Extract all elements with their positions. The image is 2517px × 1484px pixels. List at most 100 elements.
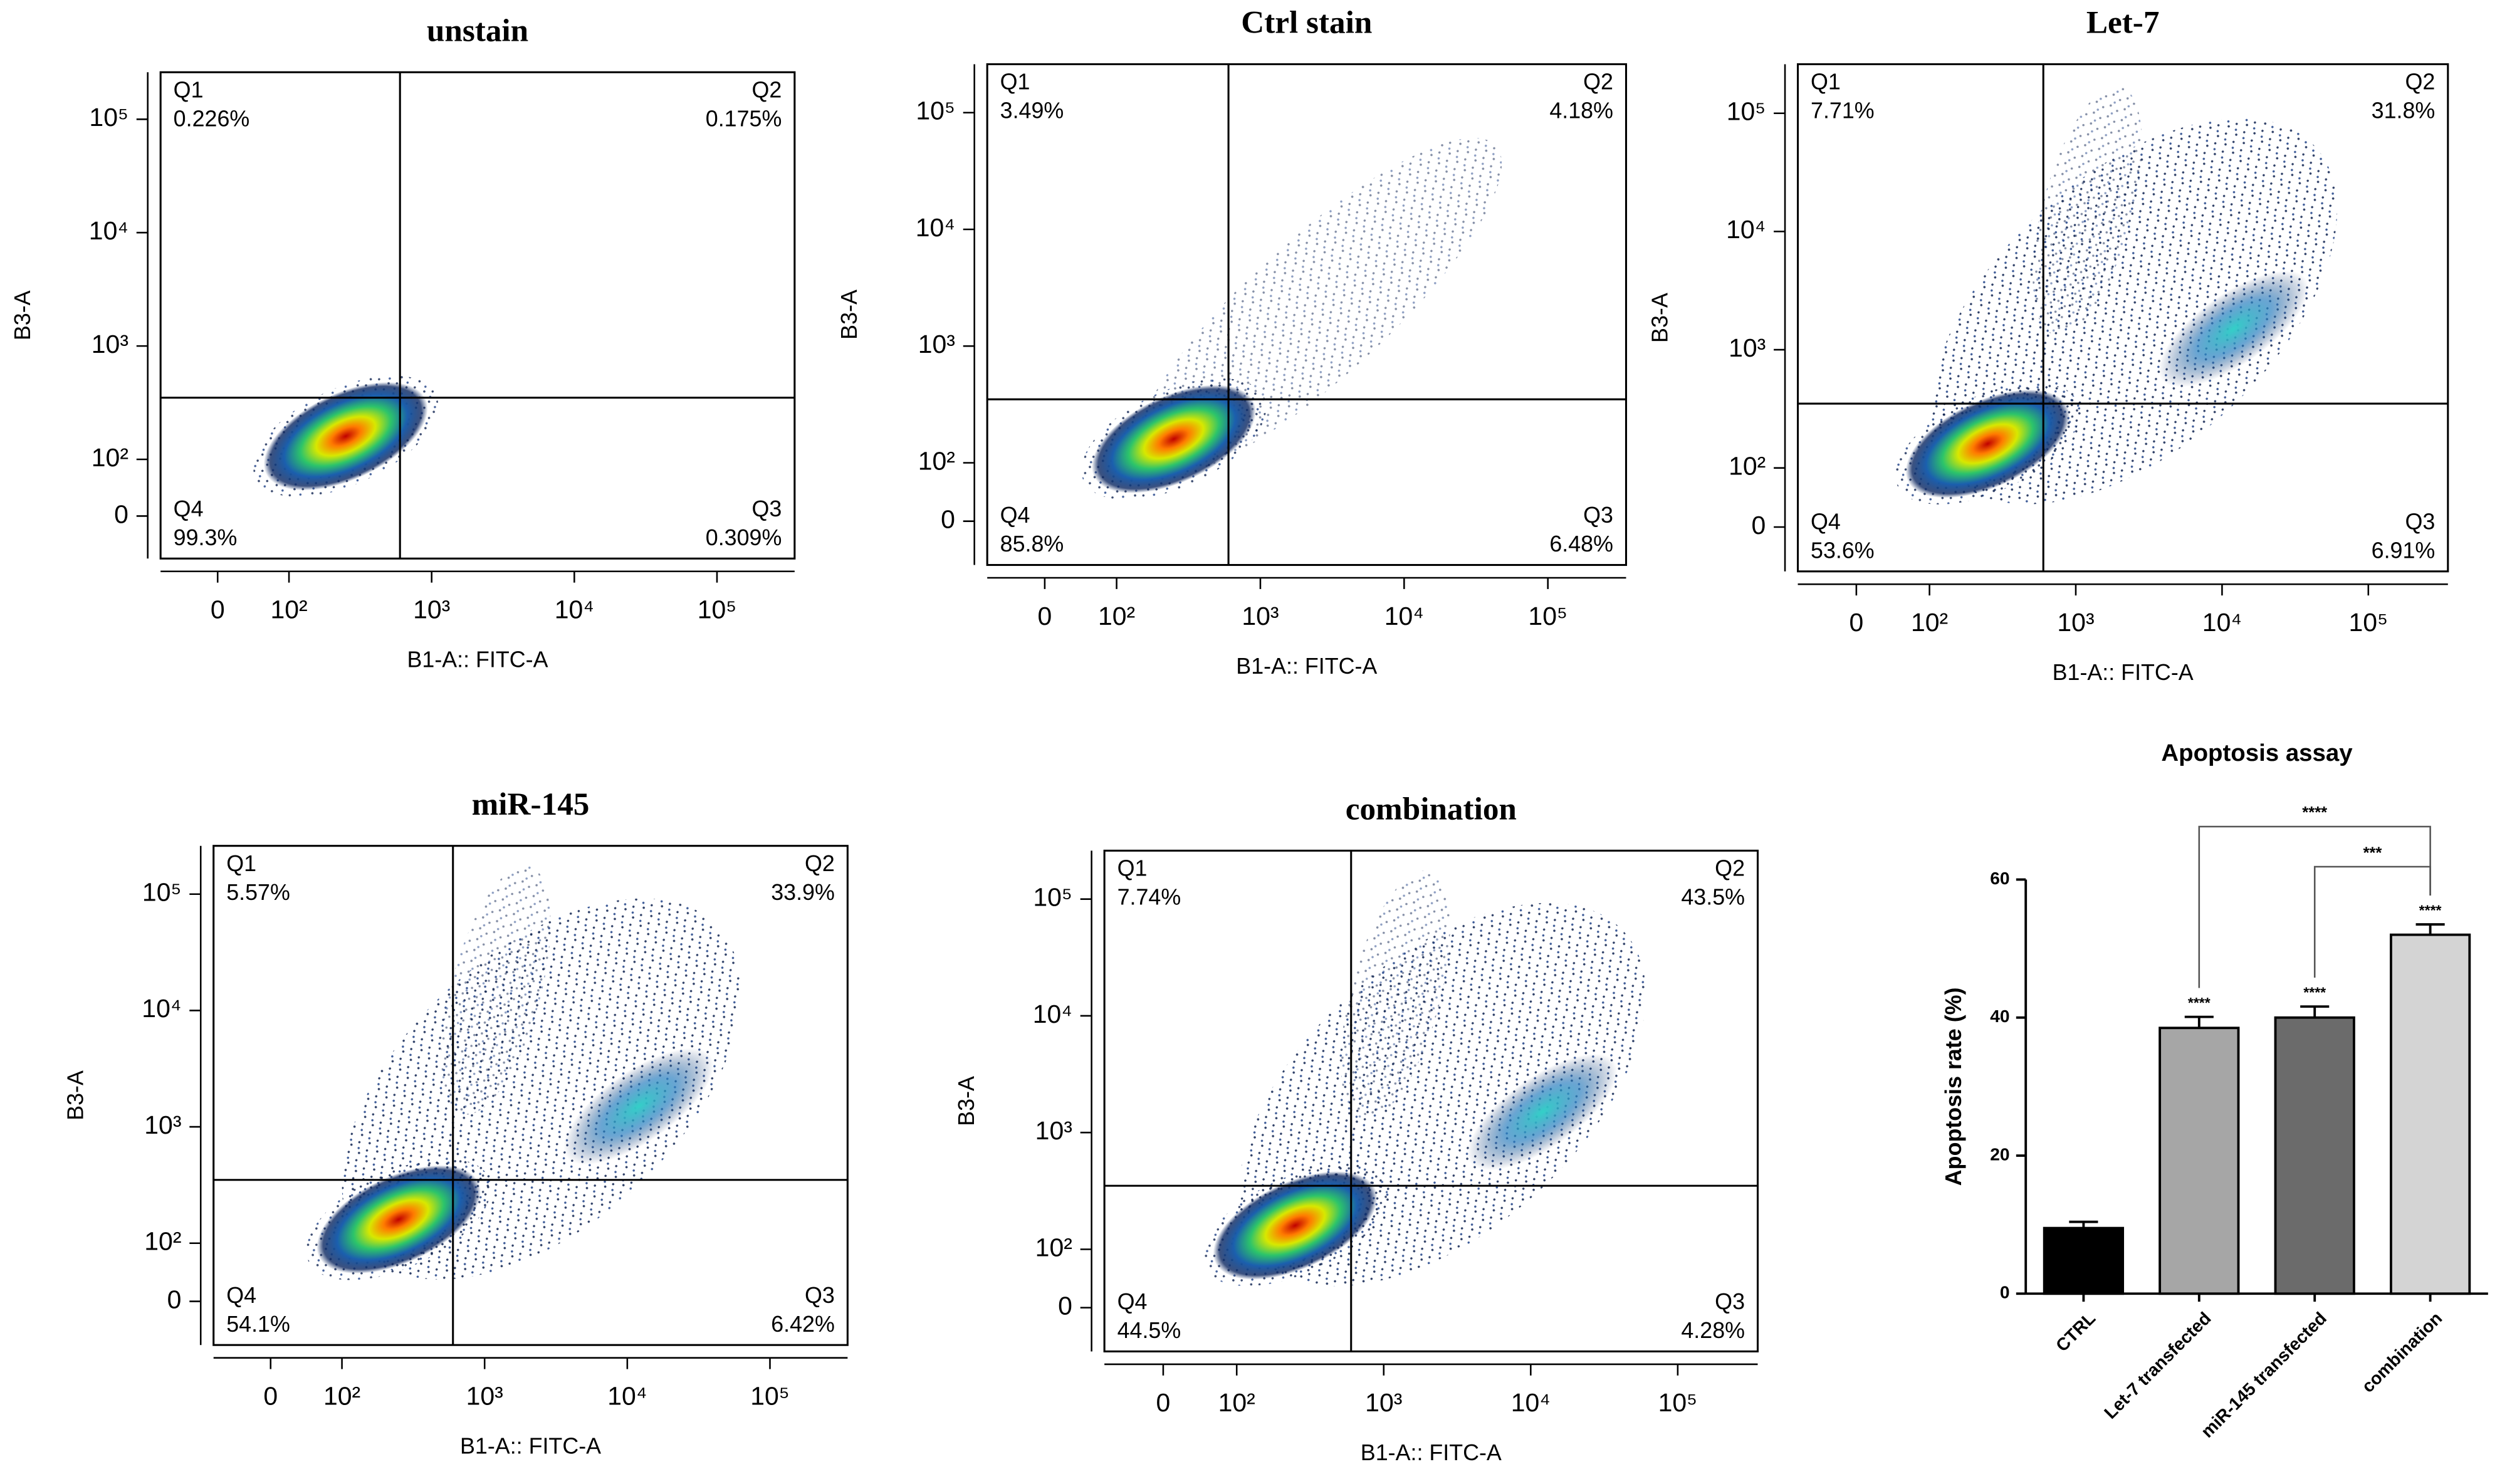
plot-frame: [159, 71, 796, 560]
x-tick-label: 10⁴: [2202, 608, 2242, 637]
x-tick-label: 10⁵: [698, 595, 737, 624]
comparison-label: ***: [2363, 844, 2382, 862]
x-tick-label: 10²: [270, 595, 307, 624]
error-bar: [2069, 1220, 2098, 1228]
plot-title: miR-145: [472, 786, 590, 822]
x-tick-label: 0: [211, 595, 225, 624]
plot-frame: [986, 63, 1628, 567]
y-tick-label: 60: [1990, 868, 2009, 888]
event-spray: [441, 865, 551, 1115]
y-tick-label: 10⁵: [1033, 883, 1072, 912]
y-tick-label: 10³: [1035, 1116, 1072, 1145]
y-tick-label: 0: [1752, 511, 1766, 540]
y-tick-label: 0: [114, 499, 128, 528]
x-tick-label: miR-145 transfected: [2197, 1308, 2330, 1441]
y-tick-label: 10⁵: [916, 97, 955, 125]
quadrant-name: Q2: [1715, 856, 1745, 881]
y-tick-label: 10⁵: [1727, 97, 1766, 126]
y-axis-label: B3-A: [1647, 293, 1672, 343]
quadrant-name: Q4: [226, 1283, 256, 1308]
quadrant-percent: 4.28%: [1681, 1318, 1745, 1343]
events: [1081, 138, 1502, 500]
event-subpop: [563, 1048, 714, 1165]
quadrant-name: Q3: [752, 496, 782, 521]
events: [253, 375, 439, 497]
y-tick-label: 10⁴: [142, 994, 181, 1023]
y-axis-label: B3-A: [63, 1070, 88, 1121]
quadrant-percent: 54.1%: [226, 1312, 290, 1337]
x-axis-label: B1-A:: FITC-A: [1236, 654, 1377, 679]
y-tick-label: 10³: [1729, 333, 1766, 362]
event-cloud: [1905, 389, 2070, 498]
plot-frame: [1796, 63, 2449, 573]
quadrant-name: Q4: [174, 496, 204, 521]
quadrant-name: Q1: [174, 77, 204, 102]
x-tick-label: 10⁵: [1528, 602, 1567, 630]
quadrant-percent: 31.8%: [2372, 98, 2436, 123]
event-cloud: [1213, 1171, 1378, 1280]
quadrant-name: Q4: [1117, 1289, 1148, 1314]
quadrant-name: Q3: [1583, 503, 1613, 528]
quadrant-name: Q4: [1000, 503, 1030, 528]
y-tick-label: 10²: [144, 1227, 181, 1256]
chart-title: Apoptosis assay: [2161, 739, 2353, 766]
y-axis-label: Apoptosis rate (%): [1941, 988, 1966, 1186]
x-tick-label: 0: [1849, 608, 1863, 637]
y-tick-label: 10³: [144, 1110, 181, 1139]
x-tick-label: 10⁵: [1658, 1388, 1698, 1417]
x-tick-label: 10³: [1365, 1388, 1402, 1417]
x-tick-label: 10⁴: [607, 1382, 647, 1411]
x-tick-label: 10²: [323, 1382, 360, 1411]
y-tick-label: 0: [941, 504, 955, 533]
quadrant-name: Q4: [1811, 509, 1841, 534]
bar: [2043, 1226, 2125, 1295]
y-tick-label: 0: [2000, 1282, 2010, 1302]
y-tick-label: 10²: [1035, 1233, 1072, 1262]
comparison-label: ****: [2302, 804, 2327, 822]
plot-title: Let-7: [2086, 5, 2160, 41]
plot-frame: [1103, 849, 1759, 1352]
plot-frame: [212, 845, 849, 1346]
quadrant-percent: 85.8%: [1000, 531, 1064, 556]
x-tick-label: 10³: [2057, 608, 2094, 637]
x-tick-label: 10⁴: [1384, 602, 1424, 630]
quadrant-name: Q2: [805, 851, 835, 876]
quadrant-name: Q3: [2405, 509, 2435, 534]
quadrant-percent: 33.9%: [771, 880, 835, 905]
y-tick-label: 10⁵: [142, 878, 182, 907]
y-tick-label: 10⁵: [89, 103, 128, 132]
x-axis-label: B1-A:: FITC-A: [407, 647, 548, 672]
y-tick-label: 10⁴: [1726, 215, 1766, 244]
quadrant-percent: 0.226%: [174, 107, 250, 132]
x-tick-label: 10⁴: [1511, 1388, 1551, 1417]
y-tick-label: 40: [1990, 1006, 2009, 1026]
y-tick-label: 10²: [918, 446, 955, 475]
event-subpop: [2159, 270, 2309, 387]
x-tick-label: combination: [2357, 1308, 2446, 1396]
significance-label: ****: [2188, 995, 2211, 1011]
x-tick-label: 0: [1156, 1388, 1171, 1417]
quadrant-percent: 7.74%: [1117, 885, 1181, 910]
quadrant-percent: 7.71%: [1811, 98, 1875, 123]
x-tick-label: 10³: [413, 595, 450, 624]
error-bar: [2415, 923, 2445, 935]
bar: [2389, 933, 2471, 1295]
y-axis-label: B3-A: [837, 290, 862, 340]
quadrant-percent: 99.3%: [174, 525, 238, 550]
y-tick-label: 10⁴: [916, 213, 955, 242]
event-cloud: [317, 1165, 481, 1274]
y-axis-label: B3-A: [954, 1076, 979, 1126]
comparison-bracket: [2313, 865, 2431, 978]
event-cloud: [1091, 385, 1256, 493]
x-tick-label: 10⁵: [2349, 608, 2389, 637]
x-tick-label: 10³: [1242, 602, 1279, 630]
event-cloud: [263, 382, 428, 491]
quadrant-percent: 6.42%: [771, 1312, 835, 1337]
quadrant-percent: 0.175%: [706, 107, 782, 132]
x-tick-label: 10²: [1218, 1388, 1255, 1417]
event-subpop: [1467, 1053, 1618, 1171]
events: [1895, 86, 2338, 504]
quadrant-name: Q2: [2405, 70, 2435, 95]
